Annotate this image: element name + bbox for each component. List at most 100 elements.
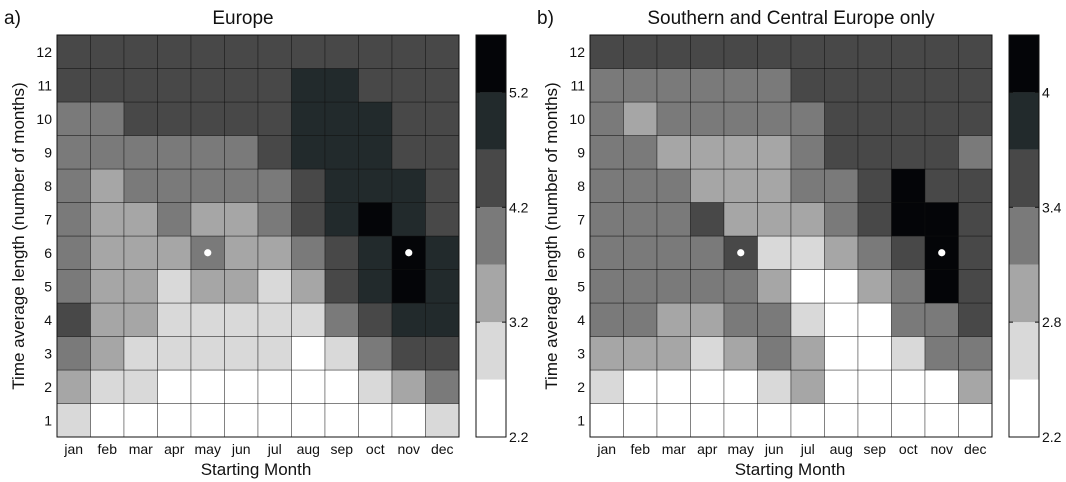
y-tick-label: 3 bbox=[44, 345, 52, 361]
heatmap-cell bbox=[324, 403, 359, 438]
heatmap-cell bbox=[723, 302, 758, 337]
colorbar-swatch bbox=[1009, 207, 1039, 265]
x-tick-label: dec bbox=[964, 441, 987, 457]
heatmap-cell bbox=[358, 269, 393, 304]
y-tick-label: 5 bbox=[44, 278, 52, 294]
colorbar-swatch bbox=[1009, 149, 1039, 208]
heatmap-cell bbox=[291, 336, 326, 371]
heatmap-cell bbox=[824, 302, 859, 337]
heatmap-cell bbox=[623, 202, 658, 237]
heatmap-cell bbox=[589, 101, 624, 136]
heatmap-cell bbox=[157, 336, 192, 371]
y-tick-label: 8 bbox=[44, 178, 52, 194]
heatmap-cell bbox=[56, 369, 91, 404]
heatmap-cell bbox=[90, 68, 125, 103]
heatmap-cell bbox=[924, 68, 959, 103]
x-axis-title: Starting Month bbox=[735, 460, 846, 479]
heatmap-cell bbox=[291, 34, 326, 69]
heatmap-cell bbox=[224, 68, 259, 103]
y-axis-title: Time average length (number of months) bbox=[542, 82, 561, 389]
heatmap-cell bbox=[391, 369, 426, 404]
heatmap-cell bbox=[123, 336, 158, 371]
y-tick-label: 2 bbox=[577, 379, 585, 395]
heatmap-cell bbox=[757, 235, 792, 270]
heatmap-cell bbox=[757, 68, 792, 103]
y-tick-label: 6 bbox=[44, 245, 52, 261]
colorbar-swatch bbox=[476, 35, 506, 93]
heatmap-cell bbox=[324, 336, 359, 371]
heatmap-cell bbox=[190, 269, 225, 304]
heatmap-cell bbox=[757, 403, 792, 438]
x-tick-label: aug bbox=[297, 441, 320, 457]
plot-frame bbox=[589, 34, 993, 438]
heatmap-cell bbox=[358, 202, 393, 237]
heatmap-cell bbox=[291, 302, 326, 337]
heatmap-cell bbox=[291, 269, 326, 304]
heatmap-cell bbox=[790, 68, 825, 103]
colorbar-frame bbox=[475, 34, 507, 438]
heatmap-cell bbox=[391, 101, 426, 136]
heatmap-cell bbox=[358, 34, 393, 69]
heatmap-cell bbox=[891, 168, 926, 203]
heatmap-cell bbox=[56, 202, 91, 237]
heatmap-cell bbox=[425, 135, 460, 170]
heatmap-cell bbox=[291, 135, 326, 170]
heatmap-cell bbox=[824, 202, 859, 237]
heatmap-cell bbox=[958, 235, 993, 270]
x-tick-label: jan bbox=[63, 441, 83, 457]
heatmap-cell bbox=[56, 269, 91, 304]
y-tick-label: 5 bbox=[577, 278, 585, 294]
y-tick-label: 4 bbox=[44, 312, 52, 328]
heatmap-cell bbox=[790, 269, 825, 304]
heatmap-cell bbox=[891, 403, 926, 438]
heatmap-cell bbox=[324, 302, 359, 337]
heatmap-cell bbox=[790, 34, 825, 69]
heatmap-cell bbox=[257, 168, 292, 203]
heatmap-cell bbox=[123, 202, 158, 237]
heatmap-cell bbox=[123, 302, 158, 337]
heatmap-cell bbox=[958, 168, 993, 203]
heatmap-cell bbox=[291, 403, 326, 438]
colorbar-tick-label: 2.2 bbox=[1042, 429, 1062, 445]
y-tick-label: 12 bbox=[569, 44, 585, 60]
heatmap-cell bbox=[857, 336, 892, 371]
heatmap-cell bbox=[123, 101, 158, 136]
x-tick-label: mar bbox=[662, 441, 686, 457]
colorbar-swatch bbox=[1009, 379, 1039, 437]
colorbar-swatch bbox=[476, 379, 506, 437]
colorbar-tick-label: 4.2 bbox=[509, 199, 529, 215]
y-axis-title: Time average length (number of months) bbox=[9, 82, 28, 389]
heatmap-cell bbox=[857, 135, 892, 170]
heatmap-cell bbox=[790, 202, 825, 237]
y-tick-label: 8 bbox=[577, 178, 585, 194]
heatmap-cell bbox=[589, 369, 624, 404]
heatmap-cell bbox=[291, 235, 326, 270]
heatmap-cell bbox=[757, 302, 792, 337]
heatmap-cell bbox=[224, 202, 259, 237]
y-tick-label: 3 bbox=[577, 345, 585, 361]
heatmap-cell bbox=[224, 135, 259, 170]
heatmap-cell bbox=[857, 168, 892, 203]
heatmap-cell bbox=[190, 403, 225, 438]
heatmap-cell bbox=[391, 302, 426, 337]
heatmap-cell bbox=[790, 403, 825, 438]
heatmap-cell bbox=[690, 302, 725, 337]
heatmap-cell bbox=[324, 202, 359, 237]
heatmap-cell bbox=[425, 269, 460, 304]
x-tick-label: apr bbox=[164, 441, 185, 457]
heatmap-cell bbox=[723, 68, 758, 103]
colorbar-swatch bbox=[1009, 35, 1039, 93]
colorbar-swatch bbox=[1009, 92, 1039, 150]
x-tick-label: dec bbox=[431, 441, 454, 457]
heatmap-cell bbox=[123, 369, 158, 404]
heatmap-cell bbox=[257, 336, 292, 371]
heatmap-cell bbox=[257, 135, 292, 170]
heatmap-cell bbox=[190, 302, 225, 337]
heatmap-cell bbox=[90, 202, 125, 237]
heatmap-cell bbox=[924, 302, 959, 337]
colorbar-swatch bbox=[476, 92, 506, 150]
heatmap-cell bbox=[224, 403, 259, 438]
x-tick-label: sep bbox=[863, 441, 886, 457]
heatmap-cell bbox=[824, 34, 859, 69]
heatmap-cell bbox=[790, 336, 825, 371]
